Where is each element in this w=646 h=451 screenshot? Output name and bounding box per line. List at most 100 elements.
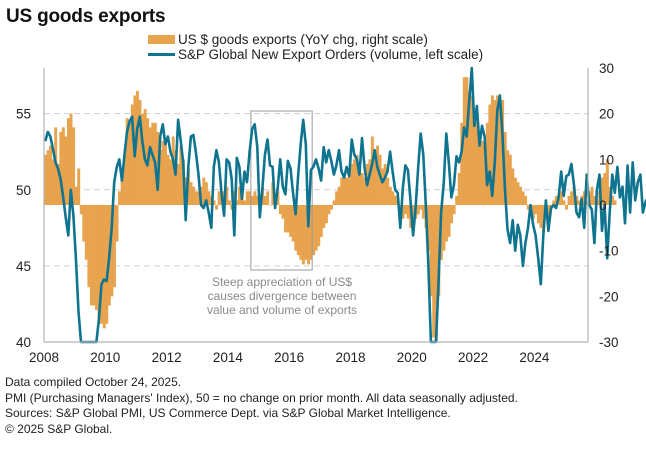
bar (613, 200, 617, 205)
bar (355, 154, 359, 205)
bar (245, 191, 249, 205)
bar (141, 113, 145, 205)
bar (289, 205, 293, 237)
bar (278, 205, 282, 215)
bar (77, 168, 81, 205)
bar (291, 205, 295, 242)
bar (255, 195, 259, 205)
bar (87, 205, 91, 288)
bar (444, 205, 448, 242)
bar (388, 186, 392, 205)
bar (562, 200, 566, 205)
right-tick-label: -30 (599, 335, 619, 350)
bar (286, 205, 290, 233)
bar (135, 90, 139, 205)
bar (158, 150, 162, 205)
annotation-group: Steep appreciation of US$ causes diverge… (207, 110, 357, 317)
bar (79, 205, 83, 215)
chart-legend: US $ goods exports (YoY chg, right scale… (148, 32, 483, 62)
bar (120, 168, 124, 205)
bar (171, 136, 175, 205)
bar (82, 205, 86, 242)
bar (192, 186, 196, 205)
bar (485, 122, 489, 205)
bar (197, 191, 201, 205)
bar (391, 191, 395, 205)
bar (467, 90, 471, 205)
bar (202, 177, 206, 205)
legend-label: US $ goods exports (YoY chg, right scale… (178, 32, 428, 47)
bar (429, 205, 433, 297)
annotation-line: Steep appreciation of US$ (212, 275, 352, 289)
bar (56, 163, 60, 205)
bar (314, 205, 318, 251)
bar (130, 104, 134, 205)
bar (353, 159, 356, 205)
bar (179, 145, 183, 205)
annotation-line: value and volume of exports (207, 303, 357, 317)
bar (393, 195, 397, 205)
left-tick-label: 40 (16, 335, 31, 350)
bar (350, 163, 354, 205)
bar (381, 168, 385, 205)
bar (475, 113, 479, 205)
bar (376, 145, 379, 205)
bar (44, 154, 47, 205)
bar (304, 205, 308, 260)
bar (442, 205, 446, 251)
bar (460, 122, 464, 205)
bar (268, 205, 272, 206)
bar (266, 191, 270, 205)
bar (128, 122, 132, 205)
bar (271, 182, 275, 205)
left-tick-label: 45 (16, 259, 31, 274)
bar (64, 136, 68, 205)
x-tick-label: 2020 (397, 350, 427, 365)
bar (496, 95, 500, 205)
footer-line: © 2025 S&P Global. (5, 421, 113, 436)
right-tick-label: 10 (599, 152, 614, 167)
right-tick-label: -10 (599, 244, 619, 259)
chart-plot: Steep appreciation of US$ causes diverge… (16, 61, 646, 365)
legend-item-export-orders: S&P Global New Export Orders (volume, le… (148, 47, 483, 62)
footer-line: PMI (Purchasing Managers' Index), 50 = n… (5, 390, 518, 405)
bar (547, 205, 551, 219)
bar (421, 205, 425, 219)
bar (225, 186, 229, 205)
bar (169, 159, 173, 205)
bar (248, 191, 252, 205)
bar (524, 195, 528, 205)
bar (565, 205, 568, 210)
bar (526, 205, 530, 210)
bar (552, 200, 556, 205)
right-tick-label: 0 (599, 198, 607, 213)
bar (74, 186, 78, 205)
footer-line: Data compiled October 24, 2025. (5, 375, 182, 389)
footer-line: Sources: S&P Global PMI, US Commerce Dep… (5, 406, 451, 420)
bar (386, 177, 390, 205)
bar (516, 182, 520, 205)
legend-item-exports-value: US $ goods exports (YoY chg, right scale… (148, 32, 483, 47)
bar (536, 205, 540, 224)
x-tick-label: 2014 (213, 350, 244, 365)
bar (457, 173, 461, 205)
bar (69, 113, 73, 205)
bar (373, 150, 377, 205)
bar (370, 136, 374, 205)
bar (204, 182, 208, 205)
bar (176, 163, 180, 205)
bar (123, 154, 127, 205)
bar (115, 205, 119, 242)
bar (478, 136, 482, 205)
bar (455, 195, 459, 205)
bar (100, 205, 104, 324)
x-tick-label: 2018 (335, 350, 365, 365)
bar (347, 168, 351, 205)
bar (473, 113, 477, 205)
bar (577, 200, 581, 205)
bar (570, 191, 574, 205)
bar (235, 200, 239, 205)
legend-label: S&P Global New Export Orders (volume, le… (178, 47, 484, 62)
bar (238, 186, 242, 205)
bar (95, 205, 99, 311)
